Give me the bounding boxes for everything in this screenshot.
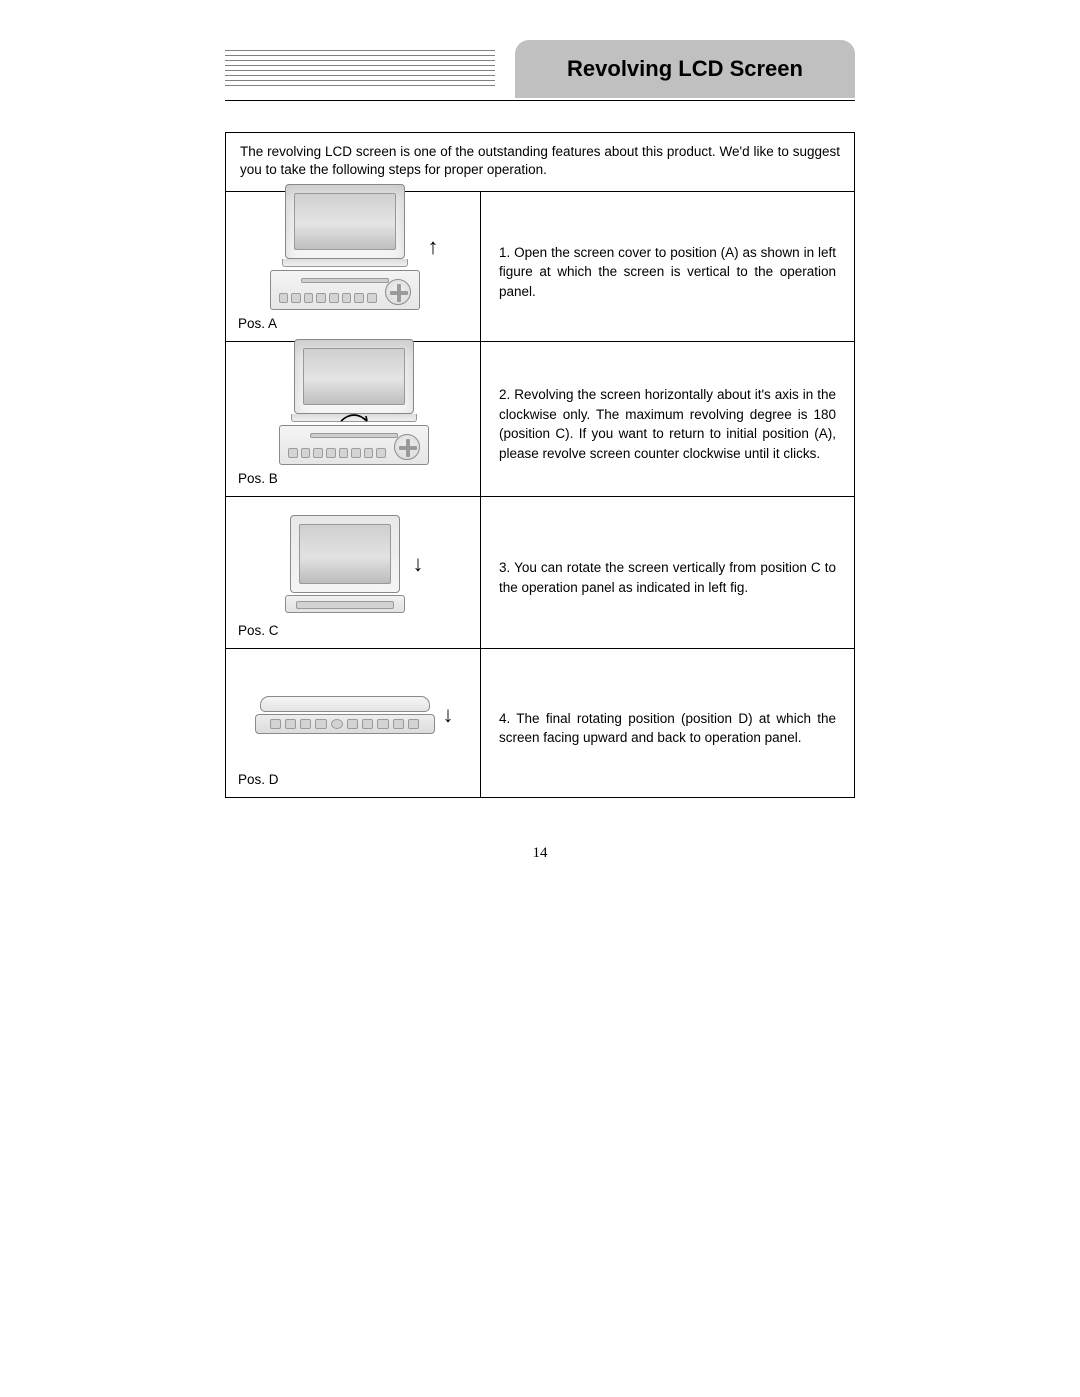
page: Revolving LCD Screen The revolving LCD s… — [0, 0, 1080, 1397]
figure-cell: Pos. B — [226, 342, 481, 496]
step-text-content: 3. You can rotate the screen vertically … — [499, 558, 836, 597]
lcd-screen-icon — [294, 339, 414, 414]
slim-base-icon — [285, 595, 405, 613]
dpad-icon — [385, 279, 411, 305]
device-base-icon — [270, 270, 420, 310]
hinge-icon — [282, 259, 408, 267]
page-number: 14 — [0, 845, 1080, 862]
header-rule — [225, 100, 855, 101]
step-row: ↓ Pos. D 4. The final rotating position … — [226, 649, 854, 797]
figure: ↑ — [238, 178, 470, 310]
decor-line — [225, 65, 495, 66]
decor-line — [225, 55, 495, 56]
decor-line — [225, 60, 495, 61]
flat-base-icon — [255, 714, 435, 734]
device-reversed-illustration — [285, 515, 405, 613]
header-decor-lines — [225, 50, 495, 86]
button-strip-icon — [288, 448, 386, 458]
step-text-content: 2. Revolving the screen horizontally abo… — [499, 385, 836, 463]
disc-slot-icon — [310, 433, 398, 438]
step-text: 2. Revolving the screen horizontally abo… — [481, 342, 854, 496]
page-title: Revolving LCD Screen — [567, 56, 803, 81]
step-row: ↑ Pos. A 1. Open the screen cover to pos… — [226, 192, 854, 342]
content-box: The revolving LCD screen is one of the o… — [225, 132, 855, 798]
arrow-up-icon: ↑ — [428, 236, 439, 258]
figure: ↓ — [238, 657, 470, 766]
decor-line — [225, 85, 495, 86]
figure — [238, 333, 470, 465]
closed-lid-icon — [260, 696, 430, 712]
page-header: Revolving LCD Screen — [225, 40, 855, 112]
title-pill: Revolving LCD Screen — [515, 40, 855, 98]
position-label: Pos. A — [238, 316, 470, 331]
step-row: ↓ Pos. C 3. You can rotate the screen ve… — [226, 497, 854, 649]
decor-line — [225, 80, 495, 81]
device-open-illustration — [270, 184, 420, 310]
position-label: Pos. B — [238, 471, 470, 486]
step-text: 3. You can rotate the screen vertically … — [481, 497, 854, 648]
step-text-content: 4. The final rotating position (position… — [499, 709, 836, 748]
step-row: Pos. B 2. Revolving the screen horizonta… — [226, 342, 854, 497]
figure-cell: ↓ Pos. C — [226, 497, 481, 648]
position-label: Pos. C — [238, 623, 470, 638]
device-open-illustration — [279, 339, 429, 465]
lcd-screen-icon — [285, 184, 405, 259]
decor-line — [225, 50, 495, 51]
device-base-icon — [279, 425, 429, 465]
decor-line — [225, 75, 495, 76]
figure-cell: ↓ Pos. D — [226, 649, 481, 797]
lcd-screen-icon — [290, 515, 400, 593]
dpad-icon — [394, 434, 420, 460]
decor-line — [225, 70, 495, 71]
position-label: Pos. D — [238, 772, 470, 787]
arrow-down-icon: ↓ — [443, 704, 454, 726]
mini-buttons-icon — [270, 719, 420, 729]
device-flat-illustration — [255, 696, 435, 734]
figure: ↓ — [238, 505, 470, 617]
figure-cell: ↑ Pos. A — [226, 192, 481, 341]
hinge-icon — [291, 414, 417, 422]
step-text: 1. Open the screen cover to position (A)… — [481, 192, 854, 341]
disc-slot-icon — [301, 278, 389, 283]
step-text: 4. The final rotating position (position… — [481, 649, 854, 797]
step-text-content: 1. Open the screen cover to position (A)… — [499, 243, 836, 302]
button-strip-icon — [279, 293, 377, 303]
arrow-down-icon: ↓ — [413, 553, 424, 575]
